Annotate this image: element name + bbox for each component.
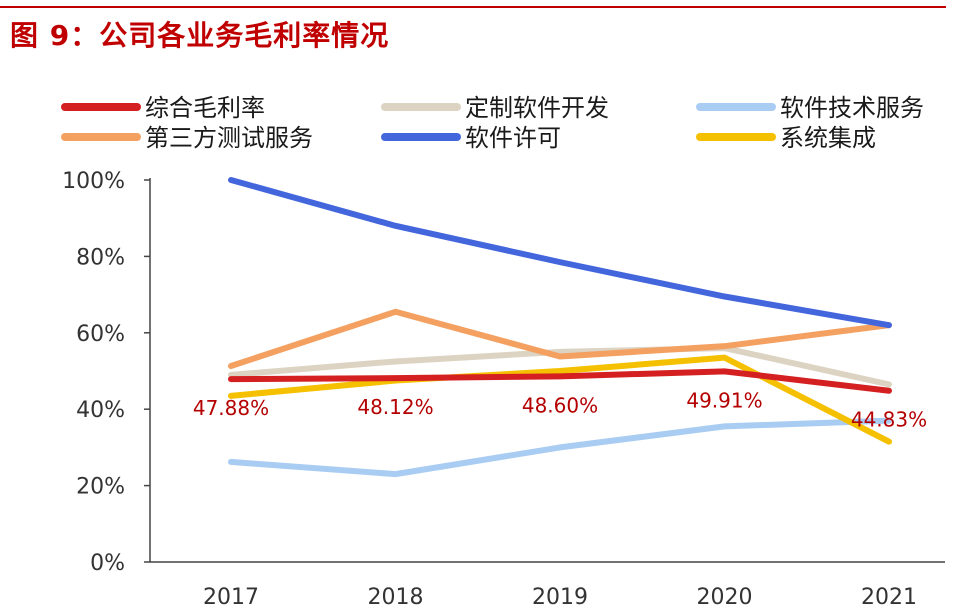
legend-label: 软件技术服务 bbox=[780, 94, 924, 122]
y-tick-label: 0% bbox=[90, 551, 125, 576]
data-labels: 47.88% 48.12% 48.60% 49.91% 44.83% bbox=[193, 388, 927, 431]
y-tick-label: 40% bbox=[76, 398, 125, 423]
y-tick-label: 80% bbox=[76, 245, 125, 270]
series-line bbox=[228, 417, 892, 478]
series-line bbox=[228, 308, 892, 370]
series-line bbox=[228, 368, 892, 394]
legend-label: 第三方测试服务 bbox=[145, 124, 313, 152]
y-tick-label: 60% bbox=[76, 322, 125, 347]
data-label: 47.88% bbox=[193, 396, 269, 420]
x-tick-label: 2020 bbox=[697, 585, 753, 610]
x-tick-label: 2018 bbox=[368, 585, 424, 610]
figure-title: 图 9：公司各业务毛利率情况 bbox=[10, 19, 390, 52]
legend-label: 系统集成 bbox=[780, 124, 876, 152]
series-lines bbox=[228, 177, 892, 478]
x-tick-label: 2019 bbox=[532, 585, 588, 610]
legend-label: 定制软件开发 bbox=[465, 94, 609, 122]
data-label: 44.83% bbox=[851, 408, 927, 432]
x-tick-label: 2017 bbox=[203, 585, 259, 610]
axes: 0% 20% 40% 60% 80% 100% 2017 2018 2019 2020 2021 bbox=[62, 169, 945, 610]
legend-label: 综合毛利率 bbox=[145, 94, 265, 122]
series-line bbox=[228, 345, 892, 388]
y-tick-label: 100% bbox=[62, 169, 125, 194]
data-label: 48.12% bbox=[357, 395, 433, 419]
x-tick-label: 2021 bbox=[861, 585, 917, 610]
y-tick-label: 20% bbox=[76, 475, 125, 500]
title-underline bbox=[0, 6, 946, 8]
series-line bbox=[228, 177, 892, 329]
legend-label: 软件许可 bbox=[465, 124, 561, 152]
data-label: 48.60% bbox=[522, 393, 598, 417]
series-line bbox=[228, 354, 892, 445]
data-label: 49.91% bbox=[686, 388, 762, 412]
